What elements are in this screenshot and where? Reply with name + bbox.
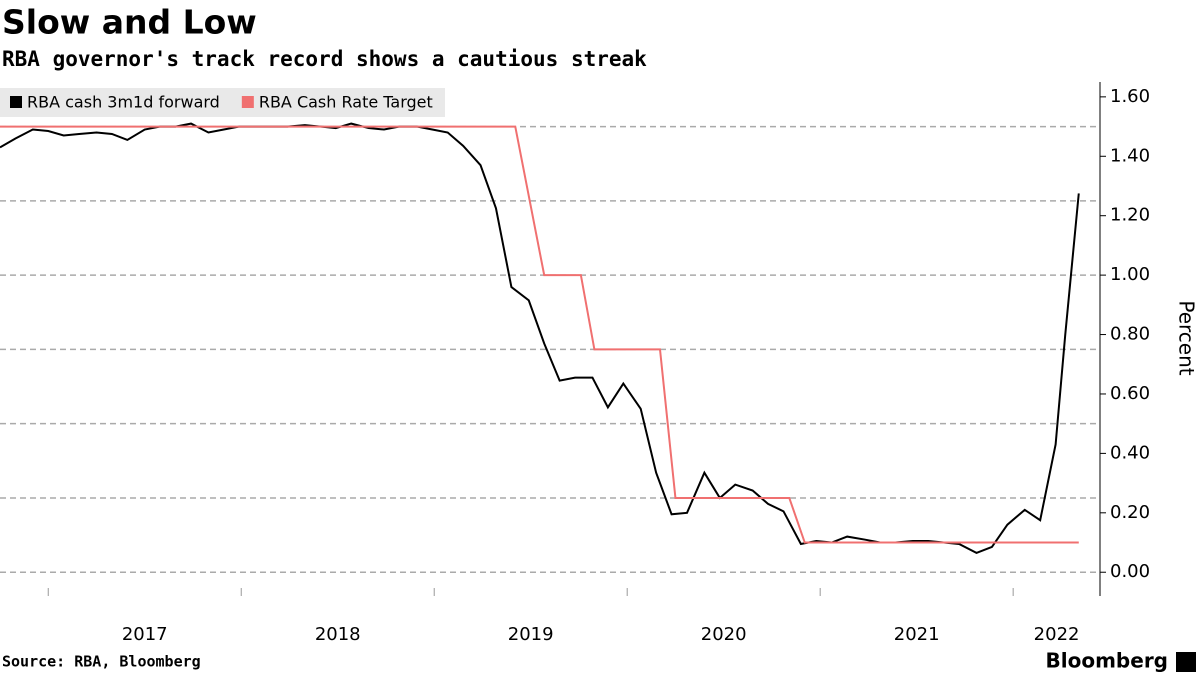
y-tick-label: 1.40 <box>1110 145 1150 166</box>
legend-box <box>0 88 445 117</box>
line-series <box>0 125 1079 544</box>
chart-subtitle: RBA governor's track record shows a caut… <box>2 47 647 71</box>
y-tick-label: 0.40 <box>1110 442 1150 463</box>
y-axis-label: Percent <box>1175 300 1199 375</box>
legend-swatch <box>10 96 22 108</box>
brand: Bloomberg <box>1046 649 1168 673</box>
x-tick-label: 2018 <box>315 624 361 645</box>
line-series <box>0 122 1080 555</box>
source: Source: RBA, Bloomberg <box>2 653 201 671</box>
y-tick-label: 1.00 <box>1110 264 1150 285</box>
x-tick-label: 2022 <box>1034 624 1080 645</box>
x-tick-label: 2017 <box>122 624 168 645</box>
y-tick-label: 0.00 <box>1110 561 1150 582</box>
x-tick-label: 2019 <box>508 624 554 645</box>
y-tick-label: 0.20 <box>1110 502 1150 523</box>
y-tick-label: 0.60 <box>1110 383 1150 404</box>
x-tick-label: 2020 <box>701 624 747 645</box>
y-tick-label: 1.60 <box>1110 86 1150 107</box>
legend-label: RBA Cash Rate Target <box>259 93 433 112</box>
legend-label: RBA cash 3m1d forward <box>27 93 220 112</box>
legend-swatch <box>241 96 254 108</box>
y-tick-label: 1.20 <box>1110 205 1150 226</box>
brand-icon <box>1176 652 1196 672</box>
x-tick-label: 2021 <box>894 624 940 645</box>
chart-title: Slow and Low <box>2 3 257 42</box>
y-tick-label: 0.80 <box>1110 324 1150 345</box>
